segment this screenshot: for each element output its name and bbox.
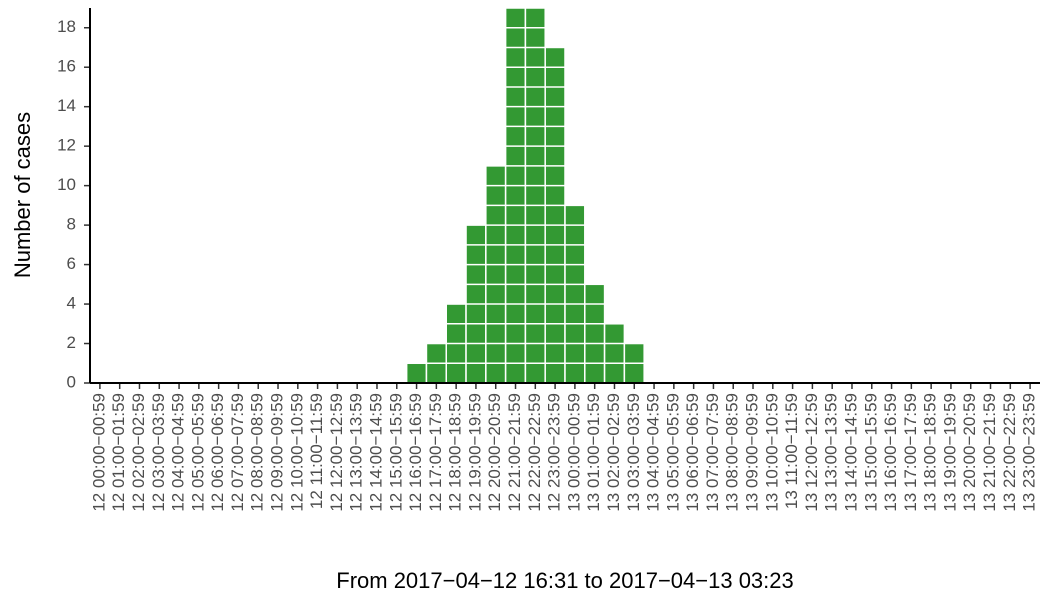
bar — [584, 283, 606, 384]
x-tick-label: 13 01:00−01:59 — [584, 393, 603, 512]
bar — [603, 323, 626, 384]
bar — [524, 7, 546, 384]
x-tick-label: 12 09:00−09:59 — [268, 393, 287, 512]
x-tick-label: 13 10:00−10:59 — [762, 393, 781, 512]
x-tick-label: 12 18:00−18:59 — [446, 393, 465, 512]
x-tick-label: 12 03:00−03:59 — [149, 393, 168, 512]
y-tick-label: 0 — [67, 372, 76, 391]
x-tick-label: 12 05:00−05:59 — [188, 393, 207, 512]
y-tick-label: 12 — [57, 136, 76, 155]
y-axis-label: Number of cases — [10, 112, 35, 278]
x-tick-label: 13 17:00−17:59 — [901, 393, 920, 512]
x-tick-label: 12 01:00−01:59 — [109, 393, 128, 512]
x-tick-label: 12 21:00−21:59 — [505, 393, 524, 512]
bar — [485, 165, 507, 384]
x-tick-label: 13 14:00−14:59 — [841, 393, 860, 512]
x-tick-label: 13 07:00−07:59 — [703, 393, 722, 512]
x-tick-label: 12 12:00−12:59 — [327, 393, 346, 512]
x-tick-label: 13 20:00−20:59 — [960, 393, 979, 512]
x-tick-label: 13 21:00−21:59 — [980, 393, 999, 512]
x-tick-label: 12 07:00−07:59 — [228, 393, 247, 512]
x-tick-label: 12 17:00−17:59 — [426, 393, 445, 512]
x-tick-label: 12 23:00−23:59 — [545, 393, 564, 512]
x-tick-label: 13 09:00−09:59 — [743, 393, 762, 512]
x-tick-label: 12 16:00−16:59 — [406, 393, 425, 512]
x-tick-label: 13 16:00−16:59 — [881, 393, 900, 512]
x-tick-label: 12 20:00−20:59 — [485, 393, 504, 512]
x-tick-label: 13 02:00−02:59 — [604, 393, 623, 512]
x-tick-label: 13 06:00−06:59 — [683, 393, 702, 512]
bar — [504, 7, 527, 384]
x-tick-label: 13 15:00−15:59 — [861, 393, 880, 512]
x-tick-label: 12 08:00−08:59 — [248, 393, 267, 512]
y-tick-label: 10 — [57, 175, 76, 194]
x-tick-label: 13 11:00−11:59 — [782, 393, 801, 509]
y-tick-label: 6 — [67, 254, 76, 273]
x-tick-label: 13 04:00−04:59 — [644, 393, 663, 512]
x-tick-label: 13 08:00−08:59 — [723, 393, 742, 512]
x-axis-label: From 2017−04−12 16:31 to 2017−04−13 03:2… — [336, 568, 794, 593]
y-tick-label: 4 — [67, 294, 76, 313]
x-tick-label: 13 19:00−19:59 — [940, 393, 959, 512]
x-tick-label: 12 19:00−19:59 — [465, 393, 484, 512]
y-tick-label: 18 — [57, 17, 76, 36]
x-tick-label: 13 05:00−05:59 — [663, 393, 682, 512]
x-tick-label: 12 06:00−06:59 — [208, 393, 227, 512]
y-tick-label: 2 — [67, 333, 76, 352]
bar — [405, 362, 428, 384]
y-tick-label: 8 — [67, 215, 76, 234]
bar — [544, 46, 566, 384]
x-tick-label: 13 23:00−23:59 — [1020, 393, 1039, 512]
x-tick-label: 12 04:00−04:59 — [169, 393, 188, 512]
x-tick-label: 13 22:00−22:59 — [1000, 393, 1019, 512]
bar — [564, 204, 586, 384]
x-tick-label: 12 15:00−15:59 — [386, 393, 405, 512]
x-tick-label: 12 02:00−02:59 — [129, 393, 148, 512]
x-tick-label: 12 13:00−13:59 — [347, 393, 366, 512]
y-tick-label: 14 — [57, 96, 76, 115]
x-tick-label: 13 00:00−00:59 — [564, 393, 583, 512]
x-tick-label: 13 03:00−03:59 — [624, 393, 643, 512]
x-tick-label: 12 00:00−00:59 — [89, 393, 108, 512]
y-tick-label: 16 — [57, 57, 76, 76]
x-tick-label: 12 10:00−10:59 — [287, 393, 306, 512]
x-tick-label: 13 12:00−12:59 — [802, 393, 821, 512]
x-tick-label: 13 13:00−13:59 — [822, 393, 841, 512]
x-tick-label: 12 11:00−11:59 — [307, 393, 326, 509]
x-tick-label: 12 14:00−14:59 — [366, 393, 385, 512]
x-tick-label: 12 22:00−22:59 — [525, 393, 544, 512]
x-tick-label: 13 18:00−18:59 — [921, 393, 940, 512]
